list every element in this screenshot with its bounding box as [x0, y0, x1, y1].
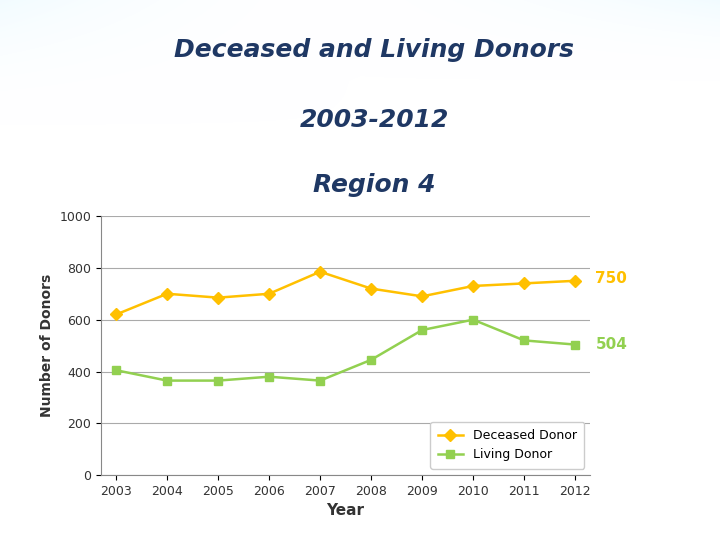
Deceased Donor [316, 268, 325, 275]
Text: Deceased and Living Donors: Deceased and Living Donors [174, 38, 575, 62]
Deceased Donor [265, 291, 274, 297]
Living Donor [571, 341, 580, 348]
Line: Living Donor: Living Donor [112, 315, 580, 385]
Text: 504: 504 [595, 337, 627, 352]
Legend: Deceased Donor, Living Donor: Deceased Donor, Living Donor [430, 422, 584, 469]
Text: 750: 750 [595, 271, 627, 286]
Living Donor [520, 337, 528, 343]
Deceased Donor [163, 291, 171, 297]
Living Donor [214, 377, 222, 384]
Living Donor [163, 377, 171, 384]
Living Donor [265, 374, 274, 380]
Y-axis label: Number of Donors: Number of Donors [40, 274, 54, 417]
Text: Region 4: Region 4 [313, 173, 436, 197]
Living Donor [316, 377, 325, 384]
Living Donor [418, 327, 426, 333]
Deceased Donor [469, 283, 477, 289]
Deceased Donor [214, 294, 222, 301]
Deceased Donor [571, 278, 580, 284]
Living Donor [469, 316, 477, 323]
Line: Deceased Donor: Deceased Donor [112, 267, 580, 319]
Living Donor [112, 367, 120, 374]
X-axis label: Year: Year [327, 503, 364, 518]
Deceased Donor [366, 285, 375, 292]
Deceased Donor [520, 280, 528, 287]
Living Donor [366, 356, 375, 363]
Text: 2003-2012: 2003-2012 [300, 108, 449, 132]
Deceased Donor [112, 311, 120, 318]
Deceased Donor [418, 293, 426, 300]
